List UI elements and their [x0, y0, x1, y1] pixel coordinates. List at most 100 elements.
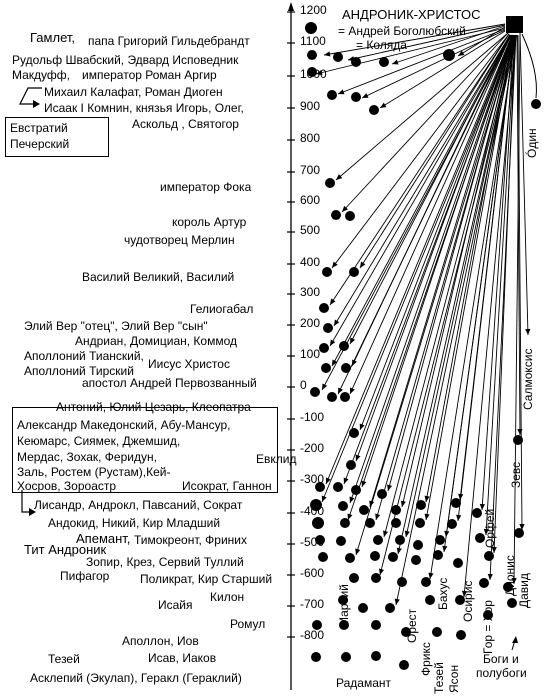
label-friks: Фрикс — [419, 642, 433, 676]
label-makduf: Макдуфф, — [12, 68, 71, 82]
evstratiy-box — [5, 117, 109, 157]
tick-1100: 1100 — [300, 34, 326, 48]
label-kilon: Килон — [210, 590, 245, 604]
event-dot — [310, 499, 322, 511]
arrow-head — [404, 530, 410, 537]
event-dot — [331, 210, 341, 220]
tick-400: 400 — [300, 255, 321, 269]
tick-minus-500: -500 — [300, 535, 325, 549]
arrow-head — [458, 493, 464, 500]
arrow-head — [338, 387, 343, 394]
label-salmoksis: Салмоксис — [521, 348, 535, 411]
event-dot — [415, 518, 425, 528]
label-andokid: Андокид, Никий, Кир Младший — [48, 516, 221, 530]
label-askold: Аскольд , Святогор — [132, 117, 239, 131]
event-dot — [432, 627, 442, 637]
label-roman-argir: император Роман Аргир — [82, 68, 217, 82]
arrow-head — [350, 337, 356, 344]
event-dot — [433, 550, 443, 560]
arrow-head — [428, 572, 434, 579]
projection-arrow — [359, 33, 510, 269]
arrow-head — [444, 530, 450, 537]
event-dot — [359, 505, 369, 515]
event-dot — [513, 435, 523, 445]
tick-minus-600: -600 — [300, 566, 325, 580]
label-isaak-komnin: Исаак I Комнин, князья Игорь, Олег, — [44, 101, 244, 115]
label-orfey: Орфей — [483, 508, 497, 548]
label-apemant: Апемант, — [76, 531, 131, 546]
label-isokrat: Исократ, Ганнон — [182, 479, 272, 493]
event-dot — [411, 555, 421, 565]
projection-arrow — [369, 34, 514, 508]
label-orest: Орест — [405, 608, 419, 643]
projection-arrow — [355, 34, 516, 556]
event-dot — [312, 620, 322, 630]
label-vasiliy: Василий Великий, Василий — [82, 270, 235, 284]
event-dot — [401, 627, 411, 637]
arrow-head — [355, 548, 361, 555]
label-geliogabal: Гелиогабал — [190, 302, 254, 316]
label-apollon-iov: Аполлон, Иов — [122, 634, 199, 648]
label-gamlet: Гамлет, — [30, 30, 75, 45]
bracket-arrow-lower — [21, 490, 32, 513]
tick-700: 700 — [300, 163, 321, 177]
label-dionis: Дионис — [503, 555, 517, 596]
arrow-head — [369, 500, 375, 507]
projection-arrow — [443, 34, 516, 553]
event-dot — [339, 620, 349, 630]
event-dot — [323, 323, 333, 333]
arrow-head — [343, 477, 349, 484]
event-dot — [307, 50, 317, 60]
projection-arrow — [397, 34, 516, 555]
tick-minus-100: -100 — [300, 410, 325, 424]
arrow-head — [519, 523, 525, 530]
arrow-head — [424, 513, 430, 520]
arrow-head — [350, 387, 355, 394]
event-dot — [451, 498, 461, 508]
event-dot — [397, 577, 407, 587]
projection-arrow — [463, 34, 517, 598]
label-andrey-pervozvanny: апостол Андрей Первозванный — [82, 376, 257, 390]
event-dot — [346, 460, 356, 470]
event-dot — [336, 536, 346, 546]
arrow-head — [479, 503, 485, 510]
arrow-head — [361, 480, 367, 487]
label-pechersky: Печерский — [10, 137, 70, 151]
arrow-head — [332, 359, 338, 366]
event-dot — [305, 22, 317, 34]
label-radamant: Радамант — [336, 676, 392, 690]
event-dot — [327, 90, 337, 100]
event-dot — [310, 387, 320, 397]
projection-arrow — [519, 32, 529, 336]
projection-arrow — [361, 29, 506, 99]
tick-900: 900 — [300, 99, 321, 113]
projection-arrow — [323, 23, 506, 56]
event-dot — [371, 651, 381, 661]
label-apollony-tiansky: Аполлоний Тианский, — [24, 349, 144, 363]
tick-800: 800 — [300, 131, 321, 145]
label-alexander: Александр Македонский, Абу-Мансур, — [17, 418, 231, 432]
event-dot — [319, 303, 329, 313]
label-osiris: Осирис — [461, 580, 475, 622]
event-dot — [385, 603, 395, 613]
label-polikrat: Поликрат, Кир Старший — [140, 572, 273, 586]
arrow-head — [483, 528, 489, 535]
label-david: Давид — [517, 573, 531, 608]
arrow-head — [330, 298, 336, 305]
event-dot — [453, 558, 463, 568]
label-asklepiy: Асклепий (Экулап), Геракл (Гераклий) — [30, 671, 242, 685]
projection-arrow — [405, 34, 516, 538]
arrow-head — [491, 546, 497, 553]
projection-arrows — [315, 23, 537, 606]
projection-arrow — [321, 34, 512, 391]
arrow-heads — [316, 50, 531, 605]
arrow-head — [334, 319, 340, 326]
projection-arrow — [347, 24, 506, 61]
arrow-head — [387, 484, 393, 491]
event-dot — [349, 428, 359, 438]
projection-arrow — [343, 34, 514, 485]
arrow-head — [349, 496, 355, 503]
projection-arrow — [359, 34, 513, 431]
label-zevs: Зевс — [509, 461, 523, 488]
